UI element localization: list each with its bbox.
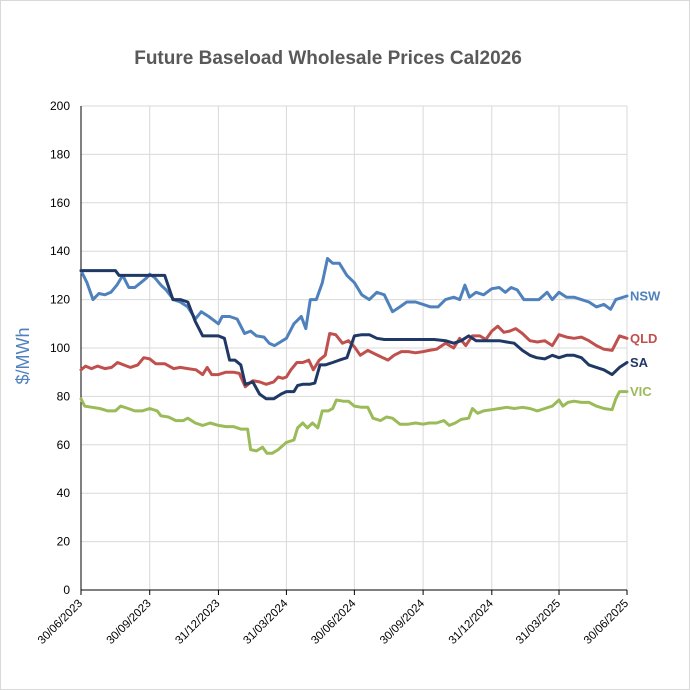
- series-label-qld: QLD: [630, 331, 657, 346]
- axes: [80, 106, 627, 591]
- x-tick-label: 30/06/2024: [309, 597, 359, 647]
- x-tick-label: 30/06/2023: [36, 598, 85, 647]
- x-tick-label: 30/09/2024: [378, 597, 428, 647]
- series-line-qld: [79, 324, 629, 389]
- y-tick-label: 0: [63, 583, 70, 597]
- chart-title: Future Baseload Wholesale Prices Cal2026: [134, 48, 522, 69]
- y-tick-label: 20: [57, 535, 71, 549]
- x-tick-label: 31/03/2024: [241, 597, 291, 647]
- x-tick-label: 31/12/2024: [447, 597, 497, 647]
- series-group: [79, 257, 629, 455]
- series-line-vic: [79, 390, 629, 455]
- series-label-nsw: NSW: [630, 288, 661, 303]
- x-axis-ticks: 30/06/2023 30/09/2023 31/12/2023 31/03/2024…: [36, 590, 631, 647]
- y-tick-label: 60: [57, 438, 71, 452]
- y-tick-label: 200: [50, 99, 70, 113]
- series-label-vic: VIC: [630, 384, 652, 399]
- series-line-nsw: [79, 257, 629, 348]
- y-tick-label: 40: [57, 486, 71, 500]
- y-axis-ticks: 0 20 40 60 80 100 120 140 160 180 200: [50, 99, 70, 597]
- series-line-sa: [79, 269, 629, 401]
- y-tick-label: 180: [50, 147, 70, 161]
- series-labels: NSW QLD SA VIC: [630, 288, 661, 399]
- x-tick-label: 30/06/2025: [582, 598, 631, 647]
- y-tick-label: 120: [50, 293, 70, 307]
- series-label-sa: SA: [630, 355, 649, 370]
- x-tick-label: 31/03/2025: [514, 598, 563, 647]
- y-tick-label: 140: [50, 244, 70, 258]
- y-tick-label: 80: [57, 389, 71, 403]
- x-tick-label: 31/12/2023: [173, 598, 222, 647]
- y-axis-label: $/MWh: [13, 327, 33, 384]
- x-tick-label: 30/09/2023: [105, 598, 154, 647]
- y-tick-label: 100: [50, 341, 70, 355]
- y-tick-label: 160: [50, 196, 70, 210]
